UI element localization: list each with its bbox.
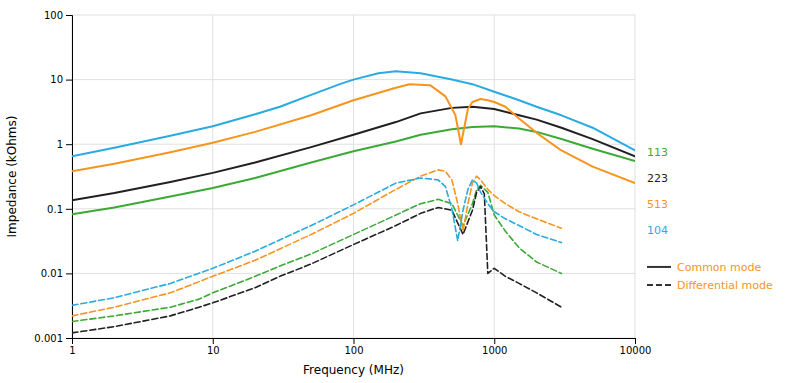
series-line bbox=[72, 107, 635, 201]
series-line bbox=[72, 84, 635, 183]
tick-label: 10 bbox=[207, 345, 220, 356]
tick: 10 bbox=[207, 338, 220, 356]
series-line bbox=[72, 170, 561, 316]
chart: 1 10 100 1000 10000 0.001 0.01 0.1 1 10 100 Frequen… bbox=[0, 0, 785, 383]
tick-mark bbox=[66, 209, 72, 210]
tick-label: 10000 bbox=[620, 345, 652, 356]
annotation: 113 bbox=[647, 146, 668, 159]
grid-line-y bbox=[72, 273, 635, 274]
grid-line-x bbox=[494, 15, 495, 338]
series-line bbox=[72, 178, 561, 305]
lines bbox=[72, 71, 635, 333]
tick: 100 bbox=[344, 338, 363, 356]
annotation: 223 bbox=[647, 172, 668, 185]
tick: 0.01 bbox=[41, 268, 72, 279]
x-axis: 1 10 100 1000 10000 bbox=[69, 338, 651, 356]
tick: 100 bbox=[44, 10, 72, 21]
tick: 1 bbox=[69, 338, 75, 356]
tick: 10 bbox=[50, 74, 72, 85]
series-line bbox=[72, 187, 561, 333]
tick-mark bbox=[66, 144, 72, 145]
grid-line-y bbox=[72, 15, 635, 16]
tick-label: 0.01 bbox=[41, 268, 63, 279]
y-axis: 0.001 0.01 0.1 1 10 100 bbox=[34, 10, 72, 344]
grid-line-y bbox=[72, 208, 635, 209]
tick: 1 bbox=[57, 139, 72, 150]
tick: 10000 bbox=[620, 338, 652, 356]
annotation: 513 bbox=[647, 198, 668, 211]
grid bbox=[72, 15, 635, 338]
tick-label: 100 bbox=[44, 10, 63, 21]
tick-mark bbox=[66, 15, 72, 16]
tick-label: 100 bbox=[344, 345, 363, 356]
tick-mark bbox=[354, 338, 355, 344]
tick-label: 10 bbox=[50, 74, 63, 85]
tick-mark bbox=[66, 273, 72, 274]
tick-mark bbox=[66, 80, 72, 81]
legend-label: Differential mode bbox=[677, 279, 773, 292]
grid-line-x bbox=[353, 15, 354, 338]
legend-item: Differential mode bbox=[647, 279, 773, 292]
tick-label: 1 bbox=[57, 139, 63, 150]
grid-line-x bbox=[212, 15, 213, 338]
annotations: 113 223 513 104 bbox=[647, 146, 668, 237]
tick-mark bbox=[494, 338, 495, 344]
tick: 0.1 bbox=[47, 204, 72, 215]
tick-mark bbox=[213, 338, 214, 344]
axis-line bbox=[66, 16, 73, 339]
annotation: 104 bbox=[647, 224, 668, 237]
tick: 0.001 bbox=[34, 333, 72, 344]
axis-line bbox=[73, 339, 636, 345]
legend-item: Common mode bbox=[647, 261, 761, 274]
legend: Common mode Differential mode bbox=[647, 261, 773, 292]
y-axis-title: Impedance (kOhms) bbox=[5, 116, 19, 238]
series-line bbox=[72, 185, 561, 321]
tick-label: 0.1 bbox=[47, 204, 63, 215]
tick-label: 0.001 bbox=[34, 333, 63, 344]
legend-swatch bbox=[647, 266, 671, 268]
series-line bbox=[72, 71, 635, 156]
tick-mark bbox=[66, 338, 72, 339]
legend-label: Common mode bbox=[677, 261, 761, 274]
tick: 1000 bbox=[482, 338, 507, 356]
legend-swatch bbox=[647, 284, 671, 286]
tick-label: 1000 bbox=[482, 345, 507, 356]
grid-line-x bbox=[635, 15, 636, 338]
x-axis-title: Frequency (MHz) bbox=[303, 363, 404, 377]
tick-mark bbox=[635, 338, 636, 344]
tick-label: 1 bbox=[69, 345, 75, 356]
plot: 1 10 100 1000 10000 0.001 0.01 0.1 1 10 100 Frequen… bbox=[5, 10, 773, 377]
